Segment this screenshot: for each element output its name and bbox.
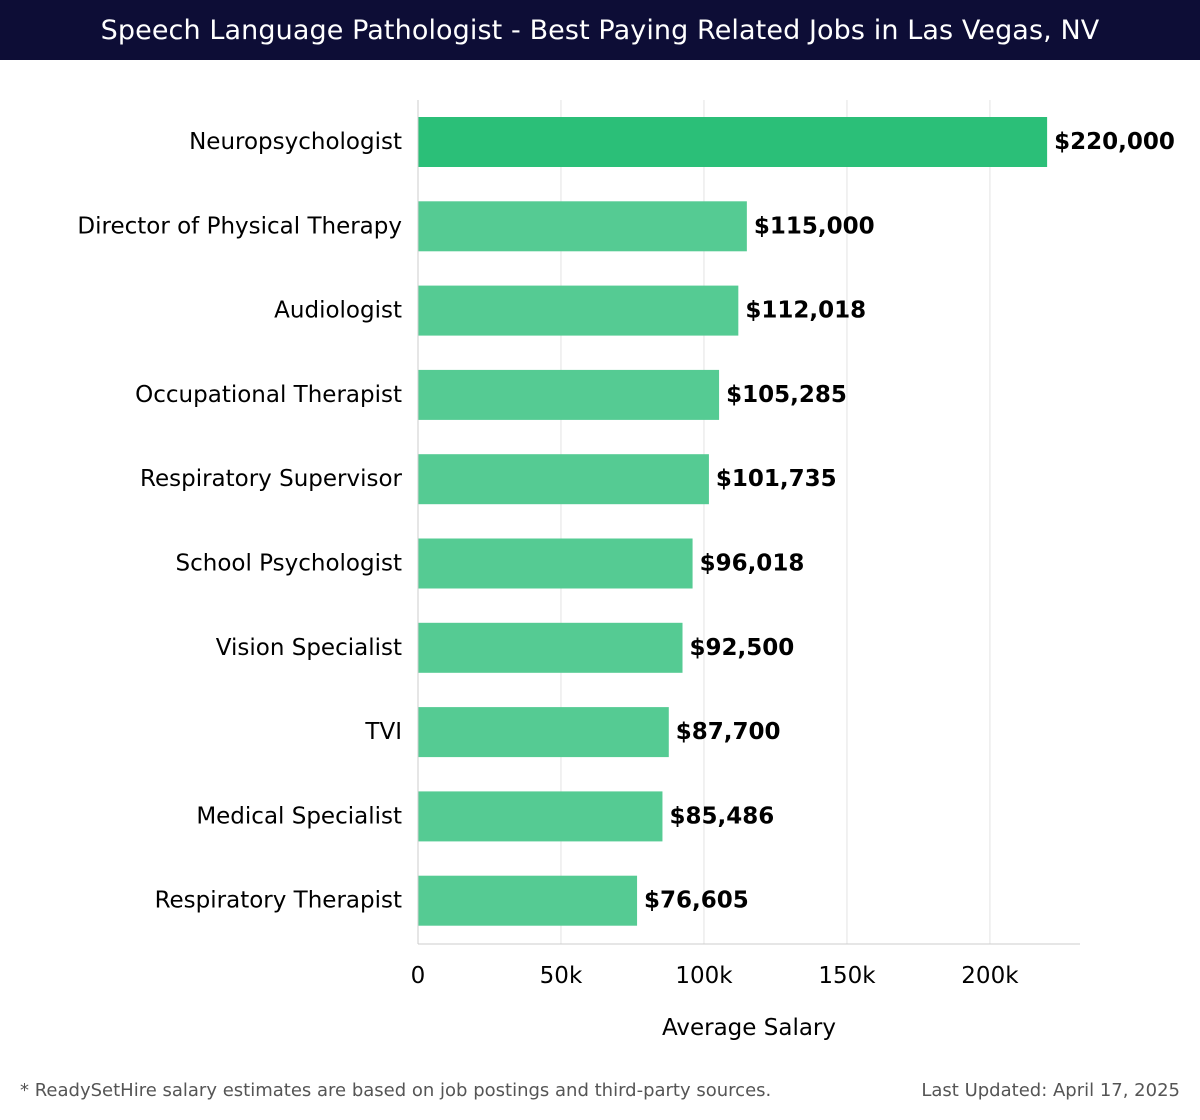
category-label: Medical Specialist — [196, 803, 402, 829]
category-label: TVI — [364, 719, 402, 745]
bar — [418, 369, 720, 420]
value-label: $112,018 — [745, 298, 866, 324]
chart-header: Speech Language Pathologist - Best Payin… — [0, 0, 1200, 60]
category-label: Audiologist — [274, 298, 402, 324]
x-tick-label: 100k — [675, 963, 733, 989]
bar — [418, 791, 663, 842]
bar — [418, 538, 693, 589]
bar — [418, 117, 1048, 167]
category-label: School Psychologist — [176, 551, 402, 577]
bar — [418, 875, 638, 926]
value-label: $115,000 — [754, 213, 875, 239]
x-tick-label: 0 — [411, 963, 426, 989]
chart-title: Speech Language Pathologist - Best Payin… — [100, 14, 1100, 46]
value-label: $85,486 — [669, 803, 774, 829]
value-label: $87,700 — [676, 719, 781, 745]
value-label: $105,285 — [726, 382, 847, 408]
category-label: Neuropsychologist — [189, 129, 402, 155]
bar — [418, 707, 669, 758]
footer-note: * ReadySetHire salary estimates are base… — [20, 1080, 772, 1101]
bar — [418, 622, 683, 673]
value-label: $96,018 — [700, 551, 805, 577]
bar — [418, 454, 709, 505]
x-tick-label: 150k — [818, 963, 876, 989]
value-label: $101,735 — [716, 466, 837, 492]
bar — [418, 201, 747, 252]
value-label: $92,500 — [690, 635, 795, 661]
category-label: Vision Specialist — [216, 635, 402, 661]
last-updated: Last Updated: April 17, 2025 — [921, 1080, 1180, 1101]
value-label: $76,605 — [644, 888, 749, 914]
x-tick-label: 200k — [961, 963, 1019, 989]
category-label: Respiratory Supervisor — [140, 466, 403, 492]
category-label: Director of Physical Therapy — [77, 213, 402, 239]
value-label: $220,000 — [1054, 129, 1175, 155]
bar — [418, 285, 739, 336]
x-tick-label: 50k — [540, 963, 583, 989]
x-axis-title: Average Salary — [662, 1015, 836, 1041]
category-label: Respiratory Therapist — [155, 888, 402, 914]
category-label: Occupational Therapist — [135, 382, 402, 408]
